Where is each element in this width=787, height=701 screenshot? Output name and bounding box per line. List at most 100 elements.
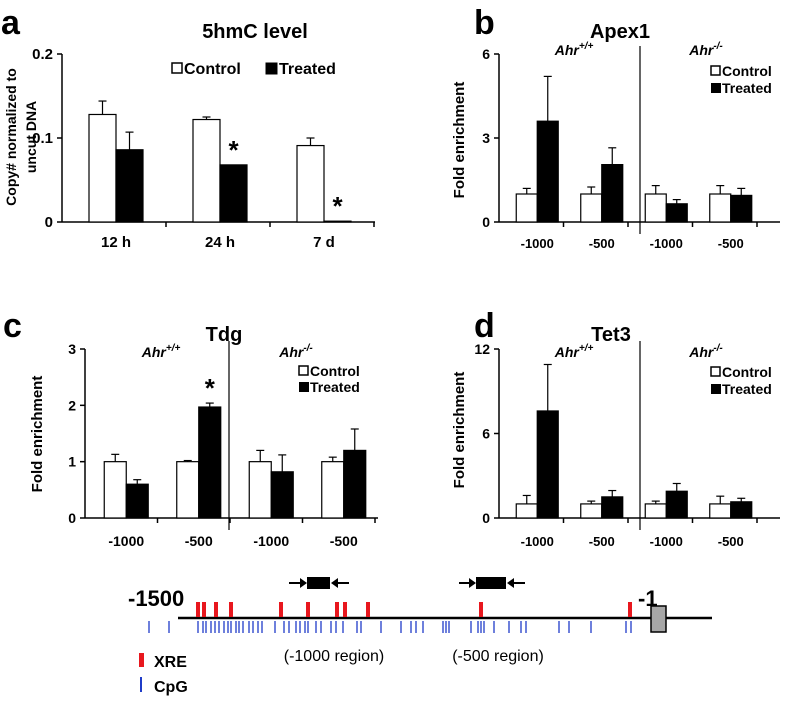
legend-treated-swatch [711,384,721,394]
panel-d-group-wt: Ahr+/+ [554,343,594,360]
xre-mark [306,602,310,617]
y-tick-label: 0 [45,214,53,231]
panel-b-legend: Control Treated [710,63,772,96]
bar-control [248,461,272,519]
bar-treated [536,410,559,519]
x-tick-label: -1000 [521,534,554,549]
legend-treated-swatch [265,62,278,75]
bar-control [321,461,345,519]
cpg-legend-label: CpG [154,679,188,696]
legend-treated-swatch [299,382,309,392]
y-tick-label: 0.1 [32,130,53,147]
bar-treated [665,203,688,223]
panel-c-group-ko: Ahr-/- [278,343,313,360]
xre-legend-label: XRE [154,654,187,671]
y-tick-label: 3 [68,341,76,357]
bar-control [580,193,603,223]
y-tick-label: 0 [482,510,490,526]
panel-a-ylabel-line1: Copy# normalized to [3,68,19,206]
region-label-500: (-500 region) [452,648,544,665]
x-tick-label: 7 d [313,234,335,251]
bar-control [176,461,200,519]
panel-b-ylabel: Fold enrichment [451,82,468,199]
bar-control [709,193,732,223]
xre-mark [335,602,339,617]
panel-b-plot: 0 3 6 -1000 -500 -1000 -500 [482,46,780,251]
diagram-end-label: -1 [638,586,658,611]
xre-mark [229,602,233,617]
amplicon-500 [476,577,506,589]
legend-control-label: Control [310,363,360,379]
bar-control [103,461,127,519]
bar-treated [601,164,624,223]
panel-c-group-wt: Ahr+/+ [141,343,181,360]
y-tick-label: 0.2 [32,46,53,63]
panel-d-letter: d [474,307,495,345]
significance-asterisk: * [205,373,216,403]
xre-mark [479,602,483,617]
y-tick-label: 1 [68,454,76,470]
x-tick-label: -1000 [108,533,144,549]
bar-treated [601,496,624,519]
xre-mark [343,602,347,617]
bar-control [515,193,538,223]
y-tick-label: 2 [68,397,76,413]
bar-treated [115,149,144,223]
legend-control-label: Control [722,63,772,79]
x-tick-label: -500 [718,534,744,549]
x-tick-label: -1000 [650,236,683,251]
bar-control [644,193,667,223]
significance-asterisk: * [332,191,343,221]
panel-a-ylabel-line2: uncut DNA [23,101,39,173]
panel-c-legend: Control Treated [298,363,360,395]
bar-treated [198,406,222,519]
panel-b-group-ko: Ahr-/- [688,41,723,58]
region-label-1000: (-1000 region) [284,648,385,665]
amplicon-1000 [307,577,330,589]
xre-mark [202,602,206,617]
y-tick-label: 6 [482,426,490,442]
panel-c-letter: c [3,307,22,345]
bar-treated [270,471,294,519]
bar-control [296,144,325,223]
panel-c-title: Tdg [206,324,243,346]
panel-d-legend: Control Treated [710,364,772,397]
y-tick-label: 6 [482,46,490,62]
xre-mark [279,602,283,617]
legend-treated-swatch [711,83,721,93]
bar-control [88,113,117,223]
bar-treated [323,220,352,223]
xre-mark [628,602,632,617]
bar-treated [219,164,248,223]
panel-b: b Apex1 Fold enrichment 0 3 6 -1000 -500 -100… [451,4,780,251]
x-tick-label: -500 [330,533,358,549]
xre-mark [214,602,218,617]
bar-control [644,503,667,519]
gene-box [650,605,667,633]
bar-treated [665,490,688,519]
panel-b-letter: b [474,4,495,42]
panel-a-legend: Control Treated [171,61,336,78]
legend-control-label: Control [722,364,772,380]
x-tick-label: -500 [718,236,744,251]
panel-a-plot: 0 0.1 0.2 12 h 24 h 7 d * * [32,46,375,251]
bar-treated [125,483,149,519]
panel-d: d Tet3 Fold enrichment 0 6 12 -1000 -500 -100… [451,307,780,549]
xre-mark [196,602,200,617]
bar-control [192,118,221,223]
panel-d-group-ko: Ahr-/- [688,343,723,360]
reverse-primer-arrowhead [507,578,514,588]
primer-pair-500 [459,577,525,589]
bar-control [580,503,603,519]
bar-treated [730,194,753,223]
panel-b-group-wt: Ahr+/+ [554,41,594,58]
x-tick-label: 12 h [101,234,131,251]
x-tick-label: -500 [589,534,615,549]
diagram-legend: XRE CpG [139,653,188,696]
legend-treated-label: Treated [310,379,360,395]
diagram-start-label: -1500 [128,586,184,611]
legend-treated-label: Treated [279,61,336,78]
panel-d-plot: 0 6 12 -1000 -500 -1000 -500 [474,341,780,549]
x-tick-label: -500 [185,533,213,549]
